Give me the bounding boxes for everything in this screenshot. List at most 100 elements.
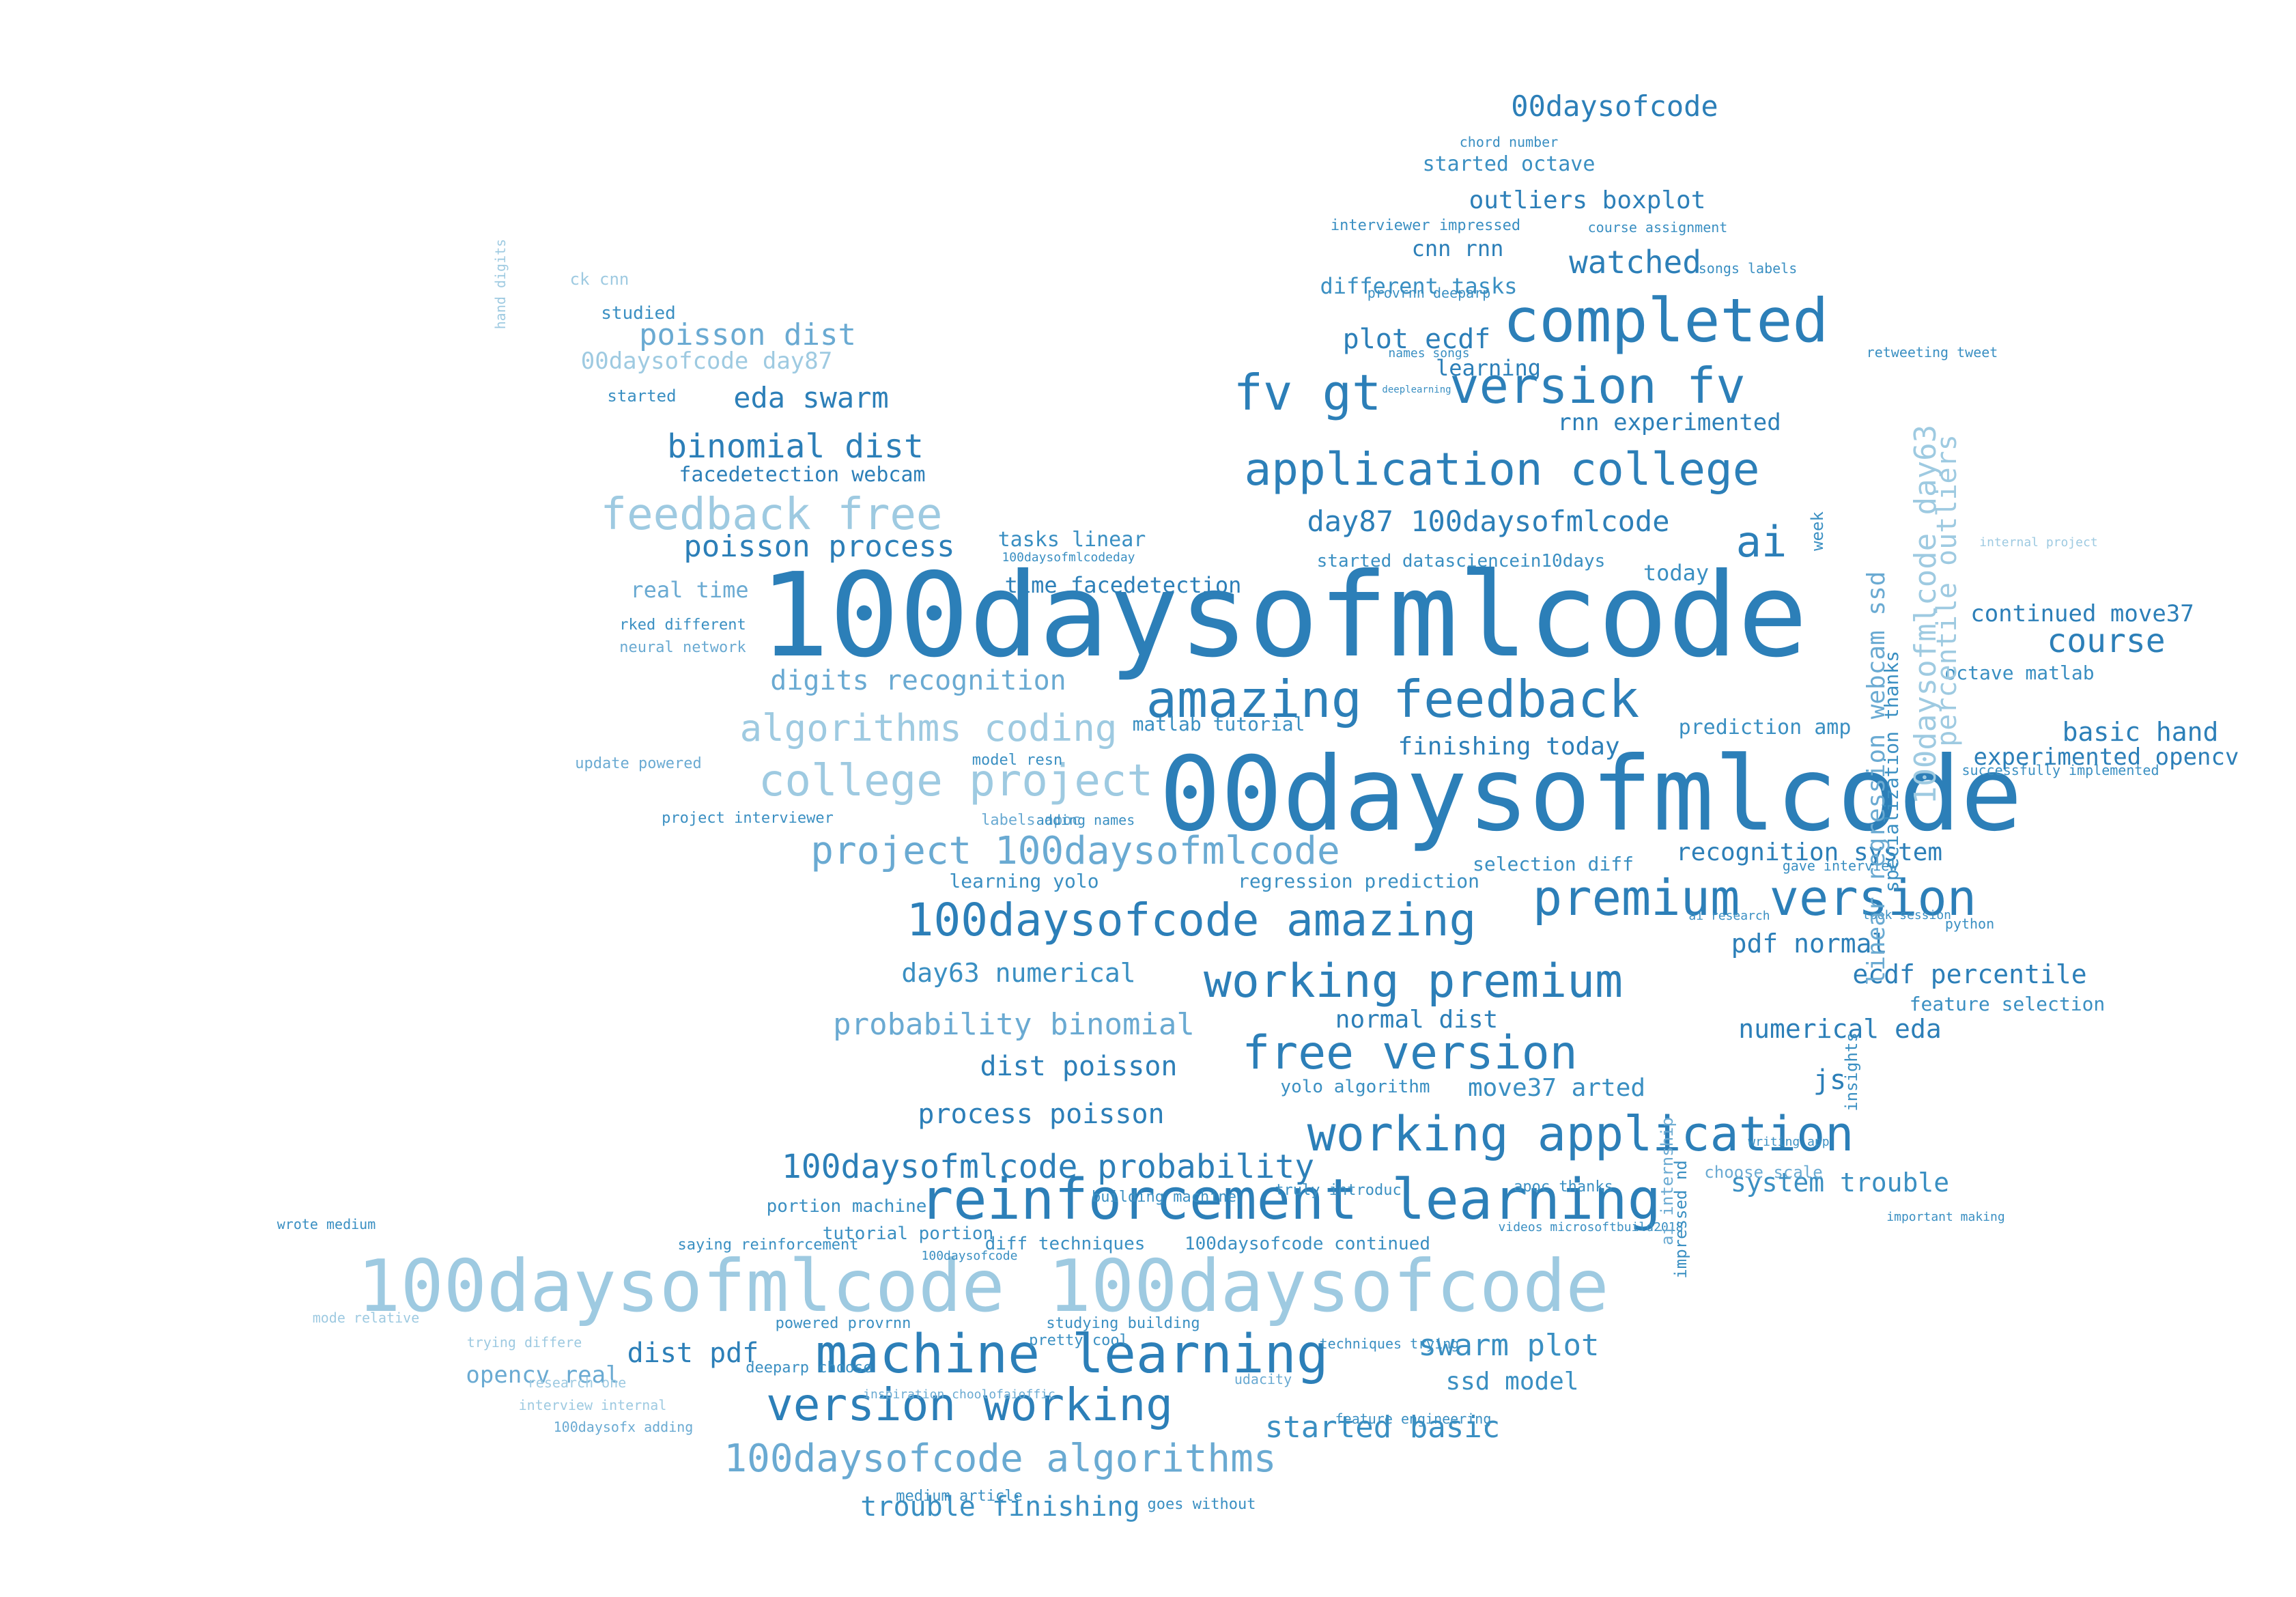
word-103: course assignment [1588, 219, 1728, 236]
word-25: watched [1569, 244, 1701, 281]
word-15: 100daysofcode amazing [907, 894, 1476, 946]
word-77: portion machine [767, 1196, 927, 1217]
word-50: learning [1436, 355, 1541, 381]
word-135: ai internship [1658, 1117, 1677, 1245]
word-116: important making [1886, 1210, 2004, 1224]
word-16: college project [759, 756, 1153, 806]
word-61: started octave [1423, 152, 1596, 176]
word-66: today [1643, 560, 1709, 586]
word-104: songs labels [1699, 260, 1798, 277]
word-12: working application [1307, 1106, 1854, 1162]
word-55: poisson process [683, 529, 954, 564]
word-83: deeparp choose [746, 1359, 872, 1376]
word-2: 100daysofmlcode 100daysofcode [357, 1245, 1608, 1328]
word-31: dist poisson [980, 1051, 1178, 1082]
word-13: free version [1242, 1026, 1577, 1080]
word-80: saying reinforcement [678, 1236, 859, 1254]
word-85: goes without [1148, 1496, 1256, 1513]
word-65: opencv real [466, 1361, 619, 1389]
word-18: project 100daysofmlcode [810, 829, 1340, 873]
word-44: finishing today [1398, 733, 1619, 761]
word-68: octave matlab [1944, 662, 2094, 684]
word-39: system trouble [1731, 1168, 1949, 1198]
word-75: yolo algorithm [1280, 1077, 1430, 1097]
word-96: project interviewer [662, 810, 834, 827]
word-71: regression prediction [1238, 870, 1479, 892]
word-4: reinforcement learning [920, 1168, 1661, 1232]
word-58: real time [630, 577, 748, 603]
word-81: powered provrnn [776, 1315, 911, 1332]
word-91: neural network [619, 639, 746, 656]
word-48: cnn rnn [1412, 236, 1504, 262]
word-121: research one [528, 1374, 627, 1391]
word-60: different tasks [1320, 273, 1518, 299]
word-20: algorithms coding [740, 707, 1118, 750]
word-10: application college [1245, 443, 1760, 496]
word-97: choose scale [1704, 1163, 1822, 1182]
word-6: amazing feedback [1146, 669, 1639, 729]
word-34: pdf normal [1731, 929, 1888, 959]
word-73: matlab tutorial [1133, 713, 1305, 735]
word-86: 100daysofcode [922, 1249, 1018, 1263]
word-76: tutorial portion [823, 1224, 993, 1244]
word-87: ck cnn [570, 270, 629, 289]
word-64: ssd model [1445, 1368, 1578, 1396]
word-123: 100daysofx adding [554, 1419, 694, 1435]
word-28: trouble finishing [860, 1491, 1139, 1523]
word-41: basic hand [2063, 717, 2219, 747]
word-51: binomial dist [667, 427, 924, 466]
word-90: rked different [619, 617, 746, 634]
word-115: took session [1862, 908, 1951, 922]
word-0: 100daysofmlcode [759, 548, 1807, 683]
word-84: studying building [1046, 1315, 1200, 1332]
word-107: retweeting tweet [1867, 344, 1998, 361]
word-45: day87 100daysofmlcode [1307, 505, 1669, 538]
word-134: hand digits [492, 239, 509, 329]
word-125: feature engineering [1335, 1411, 1492, 1427]
word-7: premium version [1533, 869, 1976, 927]
word-36: numerical eda [1738, 1014, 1941, 1044]
word-3: completed [1503, 285, 1829, 356]
word-5: machine learning [815, 1324, 1328, 1385]
word-82: pretty cool [1029, 1332, 1129, 1349]
word-127: medium article [896, 1488, 1022, 1505]
word-57: time facedetection [1005, 572, 1242, 598]
word-69: feature selection [1910, 993, 2106, 1015]
word-106: names songs [1388, 346, 1469, 361]
word-117: writing app [1748, 1135, 1829, 1149]
word-29: dist pdf [627, 1338, 759, 1369]
word-129: videos microsoftbuild2018 [1499, 1220, 1684, 1234]
word-53: poisson dist [639, 317, 856, 352]
word-114: ai research [1688, 909, 1770, 923]
word-26: swarm plot [1419, 1328, 1600, 1363]
word-112: python [1945, 916, 1994, 932]
word-92: update powered [575, 755, 701, 772]
word-99: building machine [1092, 1189, 1236, 1206]
word-102: interviewer impressed [1331, 217, 1520, 234]
word-56: tasks linear [998, 528, 1146, 552]
word-119: mode relative [313, 1310, 420, 1326]
word-59: facedetection webcam [679, 463, 925, 487]
word-63: js [1813, 1064, 1846, 1096]
word-1: 00daysofmlcode [1159, 735, 2022, 854]
word-23: course [2047, 622, 2165, 660]
word-124: udacity [1234, 1371, 1292, 1387]
word-37: normal dist [1335, 1006, 1498, 1034]
word-33: day63 numerical [901, 958, 1135, 988]
word-89: started [607, 386, 676, 406]
word-133: percentile outliers [1931, 434, 1963, 747]
word-22: ai [1736, 517, 1787, 567]
word-24: 00daysofcode [1511, 89, 1718, 123]
word-32: probability binomial [833, 1007, 1195, 1042]
word-47: outliers boxplot [1469, 186, 1706, 214]
word-88: studied [601, 303, 676, 324]
word-14: version working [766, 1379, 1173, 1431]
word-62: move37 arted [1468, 1074, 1645, 1102]
word-101: chord number [1460, 134, 1559, 150]
word-120: trying differe [467, 1334, 582, 1351]
word-109: 100daysofmlcodeday [1002, 550, 1135, 565]
word-43: experimented opencv [1974, 744, 2239, 771]
word-38: recognition system [1676, 838, 1942, 866]
word-72: learning yolo [949, 870, 1099, 892]
word-138: week [1808, 511, 1827, 551]
